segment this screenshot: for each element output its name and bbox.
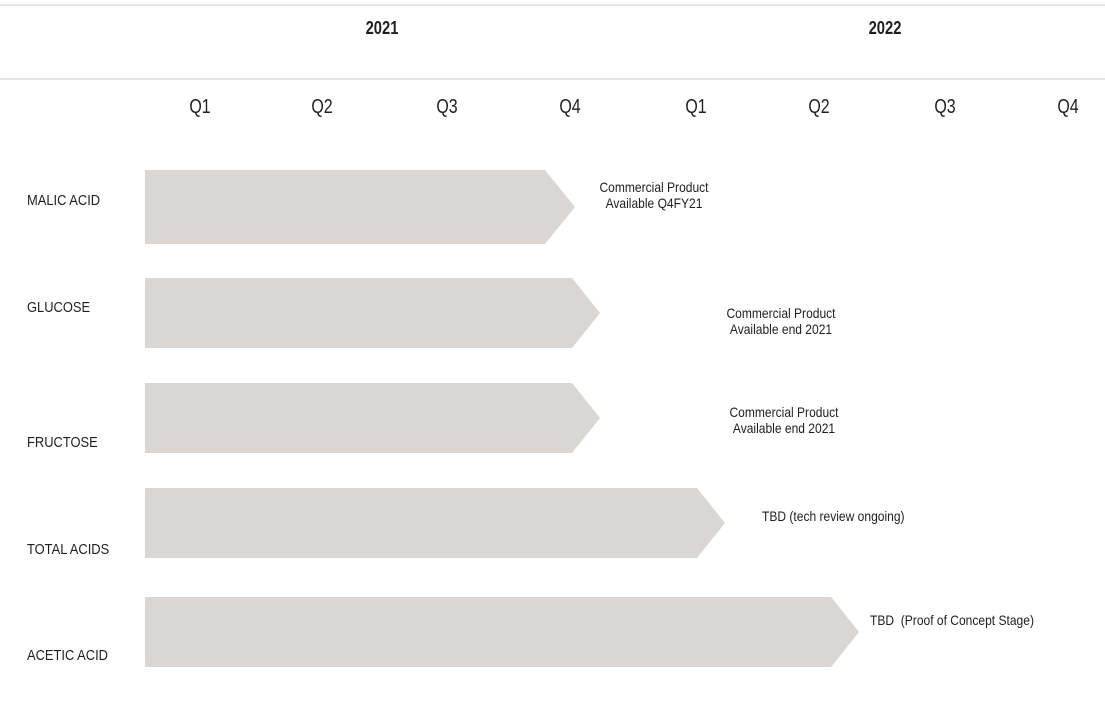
quarter-label-2022-q3: Q3 <box>934 96 956 118</box>
quarter-label-2022-q1: Q1 <box>685 96 707 118</box>
status-note-total-acids: TBD (tech review ongoing) <box>762 508 905 524</box>
timeline-arrow-total-acids <box>145 488 725 558</box>
quarter-label-2022-q4: Q4 <box>1057 96 1079 118</box>
status-note-line: TBD (Proof of Concept Stage) <box>870 612 1034 628</box>
timeline-arrow-fructose <box>145 383 600 453</box>
row-label-total-acids: TOTAL ACIDS <box>27 541 110 558</box>
row-label-malic-acid: MALIC ACID <box>27 192 101 209</box>
status-note-line: TBD (tech review ongoing) <box>762 508 905 524</box>
status-note-line: Commercial Product <box>729 404 839 420</box>
timeline-arrow-glucose <box>145 278 600 348</box>
quarter-label-2021-q4: Q4 <box>559 96 581 118</box>
status-note-acetic-acid: TBD (Proof of Concept Stage) <box>870 612 1034 628</box>
quarter-label-2021-q3: Q3 <box>436 96 458 118</box>
status-note-line: Available Q4FY21 <box>605 195 703 211</box>
status-note-line: Commercial Product <box>726 305 836 321</box>
status-note-line: Available end 2021 <box>729 321 833 337</box>
row-label-acetic-acid: ACETIC ACID <box>27 647 109 664</box>
status-note-line: Available end 2021 <box>732 420 836 436</box>
row-label-fructose: FRUCTOSE <box>27 434 98 451</box>
timeline-arrow-acetic-acid <box>145 597 859 667</box>
quarter-label-2021-q2: Q2 <box>311 96 333 118</box>
timeline-arrow-malic-acid <box>145 170 575 244</box>
quarter-label-2022-q2: Q2 <box>808 96 830 118</box>
year-label-2021: 2021 <box>365 18 399 38</box>
top-rule <box>0 4 1105 6</box>
status-note-glucose: Commercial Product Available end 2021 <box>726 305 835 337</box>
row-label-glucose: GLUCOSE <box>27 299 91 316</box>
status-note-malic-acid: Commercial Product Available Q4FY21 <box>599 179 708 211</box>
year-label-2022: 2022 <box>868 18 902 38</box>
quarter-label-2021-q1: Q1 <box>189 96 211 118</box>
status-note-fructose: Commercial Product Available end 2021 <box>729 404 838 436</box>
year-divider-rule <box>0 78 1105 80</box>
status-note-line: Commercial Product <box>599 179 709 195</box>
